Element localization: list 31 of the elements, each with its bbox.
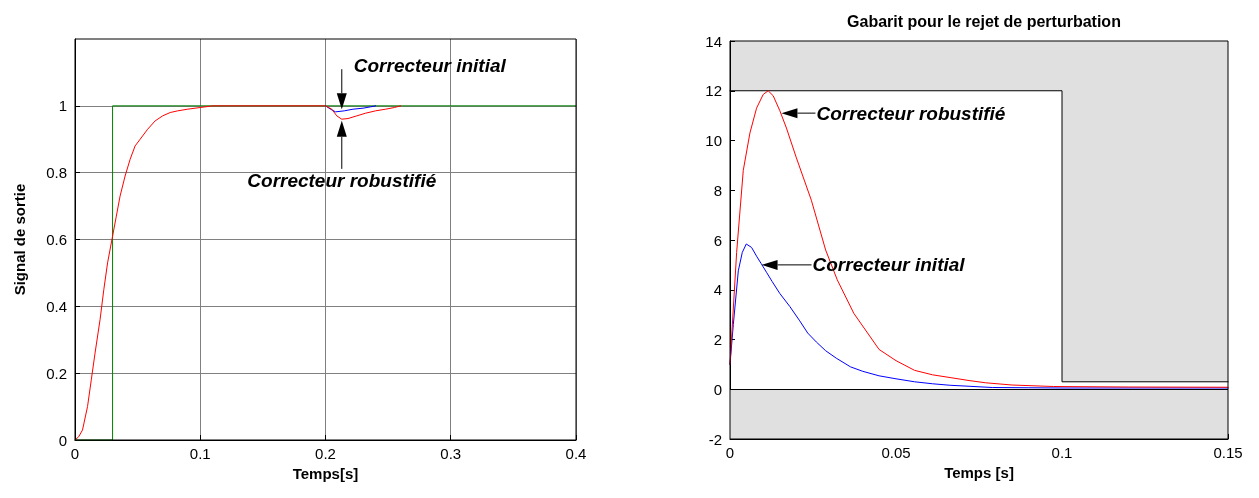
y-tick-label: 4 bbox=[713, 281, 722, 299]
y-tick-label: 8 bbox=[713, 181, 722, 199]
annotation: Correcteur initial bbox=[353, 54, 507, 76]
y-tick-label: 0.8 bbox=[46, 164, 67, 182]
y-tick-label: -2 bbox=[708, 430, 722, 448]
y-tick-label: 0.6 bbox=[46, 231, 67, 248]
y-tick-label: 0.2 bbox=[46, 364, 67, 382]
x-tick-label: 0 bbox=[725, 444, 735, 461]
y-tick-label: 10 bbox=[705, 132, 722, 149]
chart-title: Gabarit pour le rejet de perturbation bbox=[847, 12, 1121, 30]
y-tick-label: 14 bbox=[705, 32, 722, 50]
x-tick-label: 0.1 bbox=[189, 445, 211, 462]
x-tick-label: 0 bbox=[70, 445, 80, 462]
x-tick-label: 0.05 bbox=[881, 444, 911, 461]
y-tick-label: 0 bbox=[58, 431, 67, 449]
x-tick-label: 0.2 bbox=[315, 445, 336, 462]
x-tick-label: 0.3 bbox=[440, 445, 462, 462]
x-axis-title: Temps [s] bbox=[944, 463, 1014, 481]
y-tick-label: 1 bbox=[58, 97, 67, 115]
x-tick-label: 0.15 bbox=[1213, 444, 1243, 461]
x-axis-title: Temps[s] bbox=[292, 464, 359, 482]
annotation: Correcteur robustifié bbox=[816, 102, 1006, 124]
y-tick-label: 2 bbox=[713, 331, 722, 348]
y-tick-label: 12 bbox=[705, 82, 722, 100]
x-tick-label: 0.1 bbox=[1051, 444, 1073, 461]
y-tick-label: 0.4 bbox=[46, 297, 67, 315]
annotation: Correcteur robustifié bbox=[247, 170, 437, 192]
y-tick-label: 6 bbox=[713, 231, 722, 249]
y-axis-title: Signal de sortie bbox=[11, 183, 28, 296]
x-tick-label: 0.4 bbox=[565, 445, 587, 462]
y-tick-label: 0 bbox=[713, 380, 722, 398]
